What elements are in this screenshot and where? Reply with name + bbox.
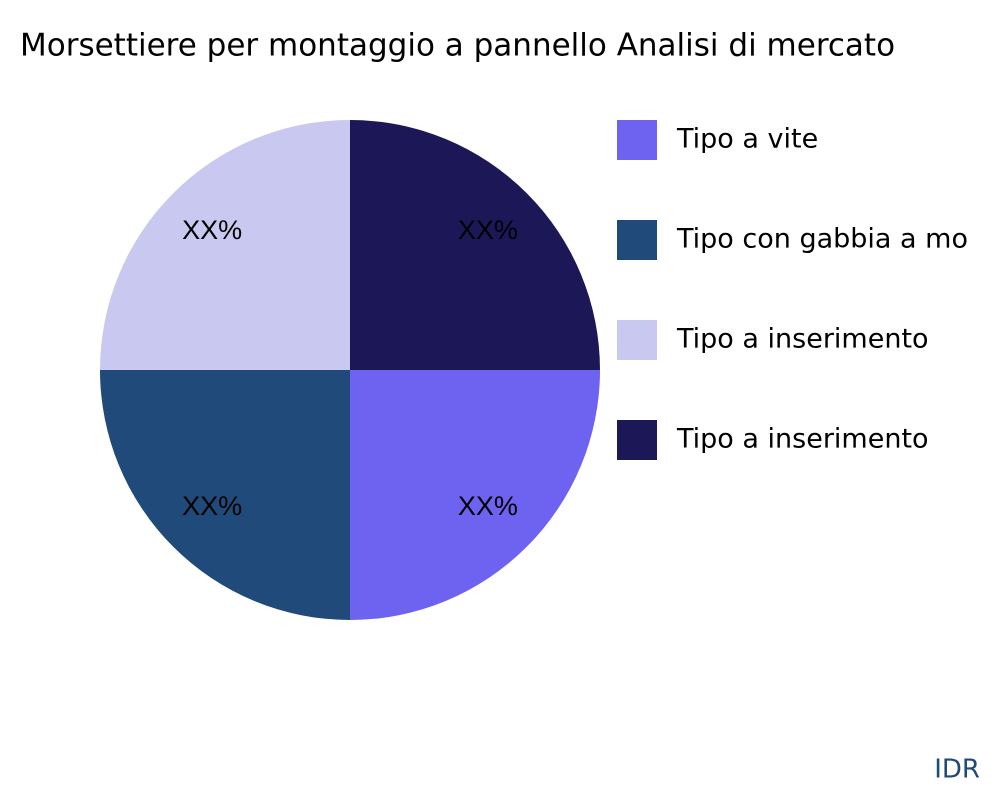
legend-label: Tipo con gabbia a mo [676,224,968,255]
pie-slice [100,370,350,620]
legend-swatch [617,120,657,160]
legend-label: Tipo a vite [676,124,818,155]
pie-slice [350,120,600,370]
data-label: XX% [458,491,518,521]
legend-label: Tipo a inserimento [676,324,929,355]
legend-swatch [617,320,657,360]
data-label: XX% [458,215,518,245]
source: IDR [934,755,980,785]
legend-label: Tipo a inserimento [676,424,929,455]
data-label: XX% [182,491,242,521]
pie-slice [100,120,350,370]
data-label: XX% [182,215,242,245]
legend-swatch [617,220,657,260]
legend-swatch [617,420,657,460]
pie-slice [350,370,600,620]
chart-title: Morsettiere per montaggio a pannello Ana… [20,28,895,64]
